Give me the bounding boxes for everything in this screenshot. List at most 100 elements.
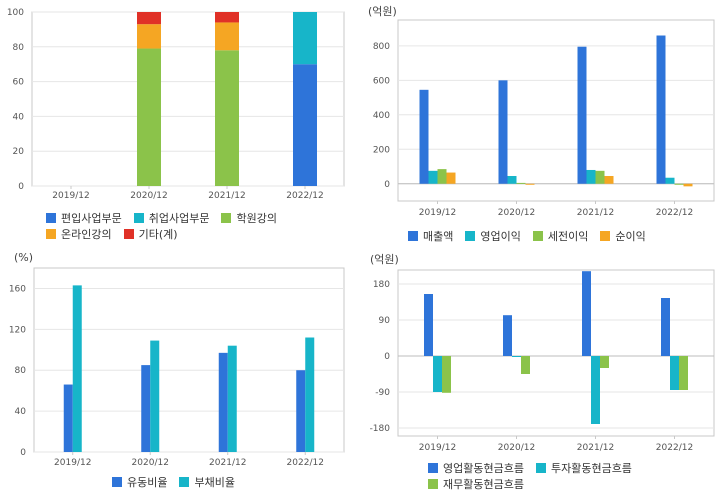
x-tick-label: 2020/12 bbox=[498, 208, 535, 218]
composition-chart: 0 20 40 60 80 100 2019/12 2020/12 2021/12 2022/12 bbox=[7, 8, 345, 201]
ratio-unit-label: (%) bbox=[14, 251, 34, 264]
bar-series-2 bbox=[137, 48, 161, 186]
y-tick-label: -90 bbox=[375, 388, 390, 398]
x-tick-label: 2020/12 bbox=[498, 443, 535, 453]
x-tick-label: 2021/12 bbox=[577, 208, 614, 218]
legend-item: 영업이익 bbox=[465, 228, 521, 244]
legend-swatch bbox=[535, 463, 546, 473]
cashflow-chart-panel: (억원) -180 -90 0 90 180 2019/12 2020/12 2021/12 2… bbox=[360, 250, 720, 496]
bar-series-2 bbox=[442, 356, 451, 393]
bar-series-4 bbox=[137, 12, 161, 25]
y-tick-label: 0 bbox=[20, 448, 26, 458]
bar-series-2 bbox=[674, 183, 684, 185]
bar-series-0 bbox=[293, 64, 317, 186]
y-tick-label: 60 bbox=[13, 78, 25, 88]
cashflow-unit-label: (억원) bbox=[370, 253, 399, 266]
bar-series-0 bbox=[503, 315, 512, 356]
bar-series-1 bbox=[433, 356, 442, 392]
x-tick-label: 2019/12 bbox=[54, 458, 91, 468]
legend-label: 온라인강의 bbox=[61, 228, 112, 241]
legend-label: 영업이익 bbox=[480, 230, 521, 243]
bar-series-0 bbox=[498, 80, 508, 184]
x-tick-label: 2020/12 bbox=[132, 458, 169, 468]
legend-item: 유동비율 bbox=[112, 474, 167, 490]
bar-series-3 bbox=[446, 172, 456, 184]
y-tick-label: 40 bbox=[13, 112, 25, 122]
bar-series-1 bbox=[591, 356, 600, 424]
x-tick-label: 2021/12 bbox=[577, 443, 614, 453]
legend-item: 부채비율 bbox=[179, 474, 235, 490]
bar-series-1 bbox=[586, 169, 596, 184]
ratio-chart: 0 40 80 120 160 2019/12 2020/12 2021/12 2022/12 bbox=[9, 267, 345, 468]
legend-swatch bbox=[221, 213, 232, 223]
legend-item: 세전이익 bbox=[532, 228, 589, 244]
bar-series-0 bbox=[419, 89, 429, 184]
legend-swatch bbox=[112, 477, 122, 487]
bar-series-0 bbox=[661, 298, 670, 356]
x-tick-label: 2019/12 bbox=[419, 208, 456, 218]
legend-item: 학원강의 bbox=[221, 210, 277, 226]
bar-series-0 bbox=[63, 384, 73, 452]
legend-swatch bbox=[123, 229, 134, 239]
x-tick-label: 2022/12 bbox=[286, 191, 323, 201]
y-tick-label: 800 bbox=[373, 42, 390, 52]
ratio-chart-panel: (%) 0 40 80 120 160 2019/12 2020/12 2021/12 2022… bbox=[0, 250, 352, 496]
y-tick-label: 120 bbox=[9, 325, 26, 335]
legend-label: 재무활동현금흐름 bbox=[443, 478, 524, 491]
legend-swatch bbox=[408, 231, 418, 241]
legend-swatch bbox=[465, 231, 476, 241]
legend-swatch bbox=[46, 229, 56, 239]
bar-series-1 bbox=[670, 356, 679, 390]
y-tick-label: 80 bbox=[13, 43, 25, 53]
y-tick-label: 0 bbox=[384, 180, 390, 190]
bar-series-1 bbox=[150, 340, 160, 452]
x-tick-label: 2021/12 bbox=[209, 458, 246, 468]
bar-series-2 bbox=[521, 356, 530, 374]
legend-label: 부채비율 bbox=[194, 476, 235, 489]
bar-series-3 bbox=[604, 176, 614, 184]
x-tick-label: 2020/12 bbox=[130, 191, 167, 201]
bar-series-0 bbox=[577, 46, 587, 184]
bar-series-2 bbox=[437, 169, 447, 184]
bar-series-0 bbox=[582, 271, 591, 356]
y-tick-label: 400 bbox=[373, 111, 390, 121]
y-tick-label: 90 bbox=[379, 316, 391, 326]
legend-label: 편입사업부문 bbox=[61, 212, 122, 225]
legend-label: 유동비율 bbox=[127, 476, 168, 489]
y-tick-label: -180 bbox=[370, 424, 391, 434]
x-tick-label: 2019/12 bbox=[419, 443, 456, 453]
bar-series-0 bbox=[141, 365, 151, 452]
bar-series-1 bbox=[665, 177, 675, 184]
bar-series-4 bbox=[215, 12, 239, 23]
cashflow-legend: 영업활동현금흐름 투자활동현금흐름 재무활동현금흐름 bbox=[428, 460, 688, 492]
legend-swatch bbox=[428, 479, 438, 489]
legend-label: 순이익 bbox=[615, 230, 646, 243]
legend-item: 기타(계) bbox=[123, 226, 178, 242]
bar-series-3 bbox=[525, 183, 535, 185]
legend-swatch bbox=[600, 231, 611, 241]
legend-item: 재무활동현금흐름 bbox=[428, 476, 524, 492]
income-chart: 0 200 400 600 800 2019/12 2020/12 2021/12 2022/1… bbox=[373, 19, 715, 218]
y-tick-label: 0 bbox=[384, 352, 390, 362]
bar-series-2 bbox=[679, 356, 688, 390]
x-tick-label: 2022/12 bbox=[656, 208, 693, 218]
plot-frame bbox=[31, 11, 345, 187]
bar-series-1 bbox=[507, 176, 517, 184]
legend-swatch bbox=[133, 213, 144, 223]
legend-item: 투자활동현금흐름 bbox=[535, 460, 632, 476]
legend-item: 순이익 bbox=[600, 228, 646, 244]
cashflow-chart: -180 -90 0 90 180 2019/12 2020/12 2021/12 2022/1… bbox=[370, 269, 715, 453]
x-tick-label: 2022/12 bbox=[656, 443, 693, 453]
legend-label: 세전이익 bbox=[547, 230, 589, 243]
legend-swatch bbox=[179, 477, 190, 487]
bar-series-2 bbox=[215, 50, 239, 186]
bar-series-0 bbox=[218, 352, 228, 452]
x-tick-label: 2022/12 bbox=[287, 458, 324, 468]
legend-label: 기타(계) bbox=[138, 228, 178, 241]
bar-series-3 bbox=[215, 22, 239, 51]
bar-series-2 bbox=[516, 182, 526, 184]
bar-series-1 bbox=[428, 170, 438, 184]
y-tick-label: 180 bbox=[373, 280, 390, 290]
legend-label: 취업사업부문 bbox=[148, 212, 210, 225]
bar-series-2 bbox=[595, 170, 605, 184]
